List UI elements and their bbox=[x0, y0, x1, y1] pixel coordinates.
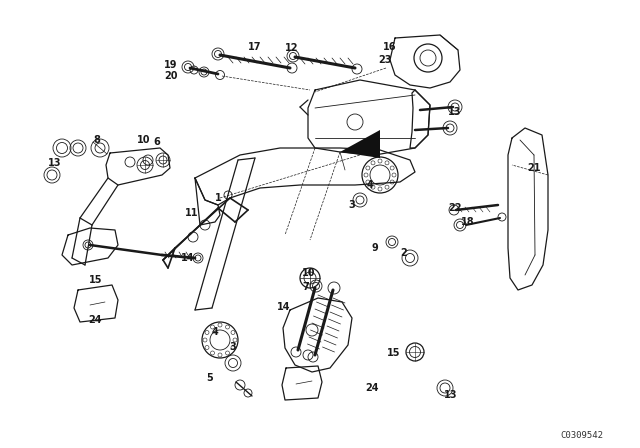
Text: 17: 17 bbox=[248, 42, 262, 52]
Text: 16: 16 bbox=[383, 42, 397, 52]
Text: 14: 14 bbox=[181, 253, 195, 263]
Text: 13: 13 bbox=[448, 107, 461, 117]
Text: 21: 21 bbox=[527, 163, 541, 173]
Text: 10: 10 bbox=[137, 135, 151, 145]
Text: 18: 18 bbox=[461, 217, 475, 227]
Text: 6: 6 bbox=[154, 137, 161, 147]
Text: 23: 23 bbox=[378, 55, 392, 65]
Text: 7: 7 bbox=[303, 282, 309, 292]
Text: 3: 3 bbox=[230, 342, 236, 352]
Text: 24: 24 bbox=[88, 315, 102, 325]
Text: 19: 19 bbox=[164, 60, 178, 70]
Text: 3: 3 bbox=[349, 200, 355, 210]
Text: 4: 4 bbox=[212, 327, 218, 337]
Text: 1: 1 bbox=[214, 193, 221, 203]
Text: 11: 11 bbox=[185, 208, 199, 218]
Polygon shape bbox=[340, 130, 380, 158]
Text: 20: 20 bbox=[164, 71, 178, 81]
Text: 5: 5 bbox=[207, 373, 213, 383]
Text: 4: 4 bbox=[367, 180, 373, 190]
Text: 10: 10 bbox=[302, 268, 316, 278]
Text: 9: 9 bbox=[372, 243, 378, 253]
Text: 12: 12 bbox=[285, 43, 299, 53]
Text: 13: 13 bbox=[444, 390, 458, 400]
Text: 14: 14 bbox=[277, 302, 291, 312]
Text: 8: 8 bbox=[93, 135, 100, 145]
Text: 2: 2 bbox=[401, 248, 408, 258]
Text: 15: 15 bbox=[387, 348, 401, 358]
Text: 13: 13 bbox=[48, 158, 61, 168]
Text: C0309542: C0309542 bbox=[561, 431, 604, 439]
Text: 15: 15 bbox=[89, 275, 103, 285]
Text: 22: 22 bbox=[448, 203, 461, 213]
Text: 24: 24 bbox=[365, 383, 379, 393]
